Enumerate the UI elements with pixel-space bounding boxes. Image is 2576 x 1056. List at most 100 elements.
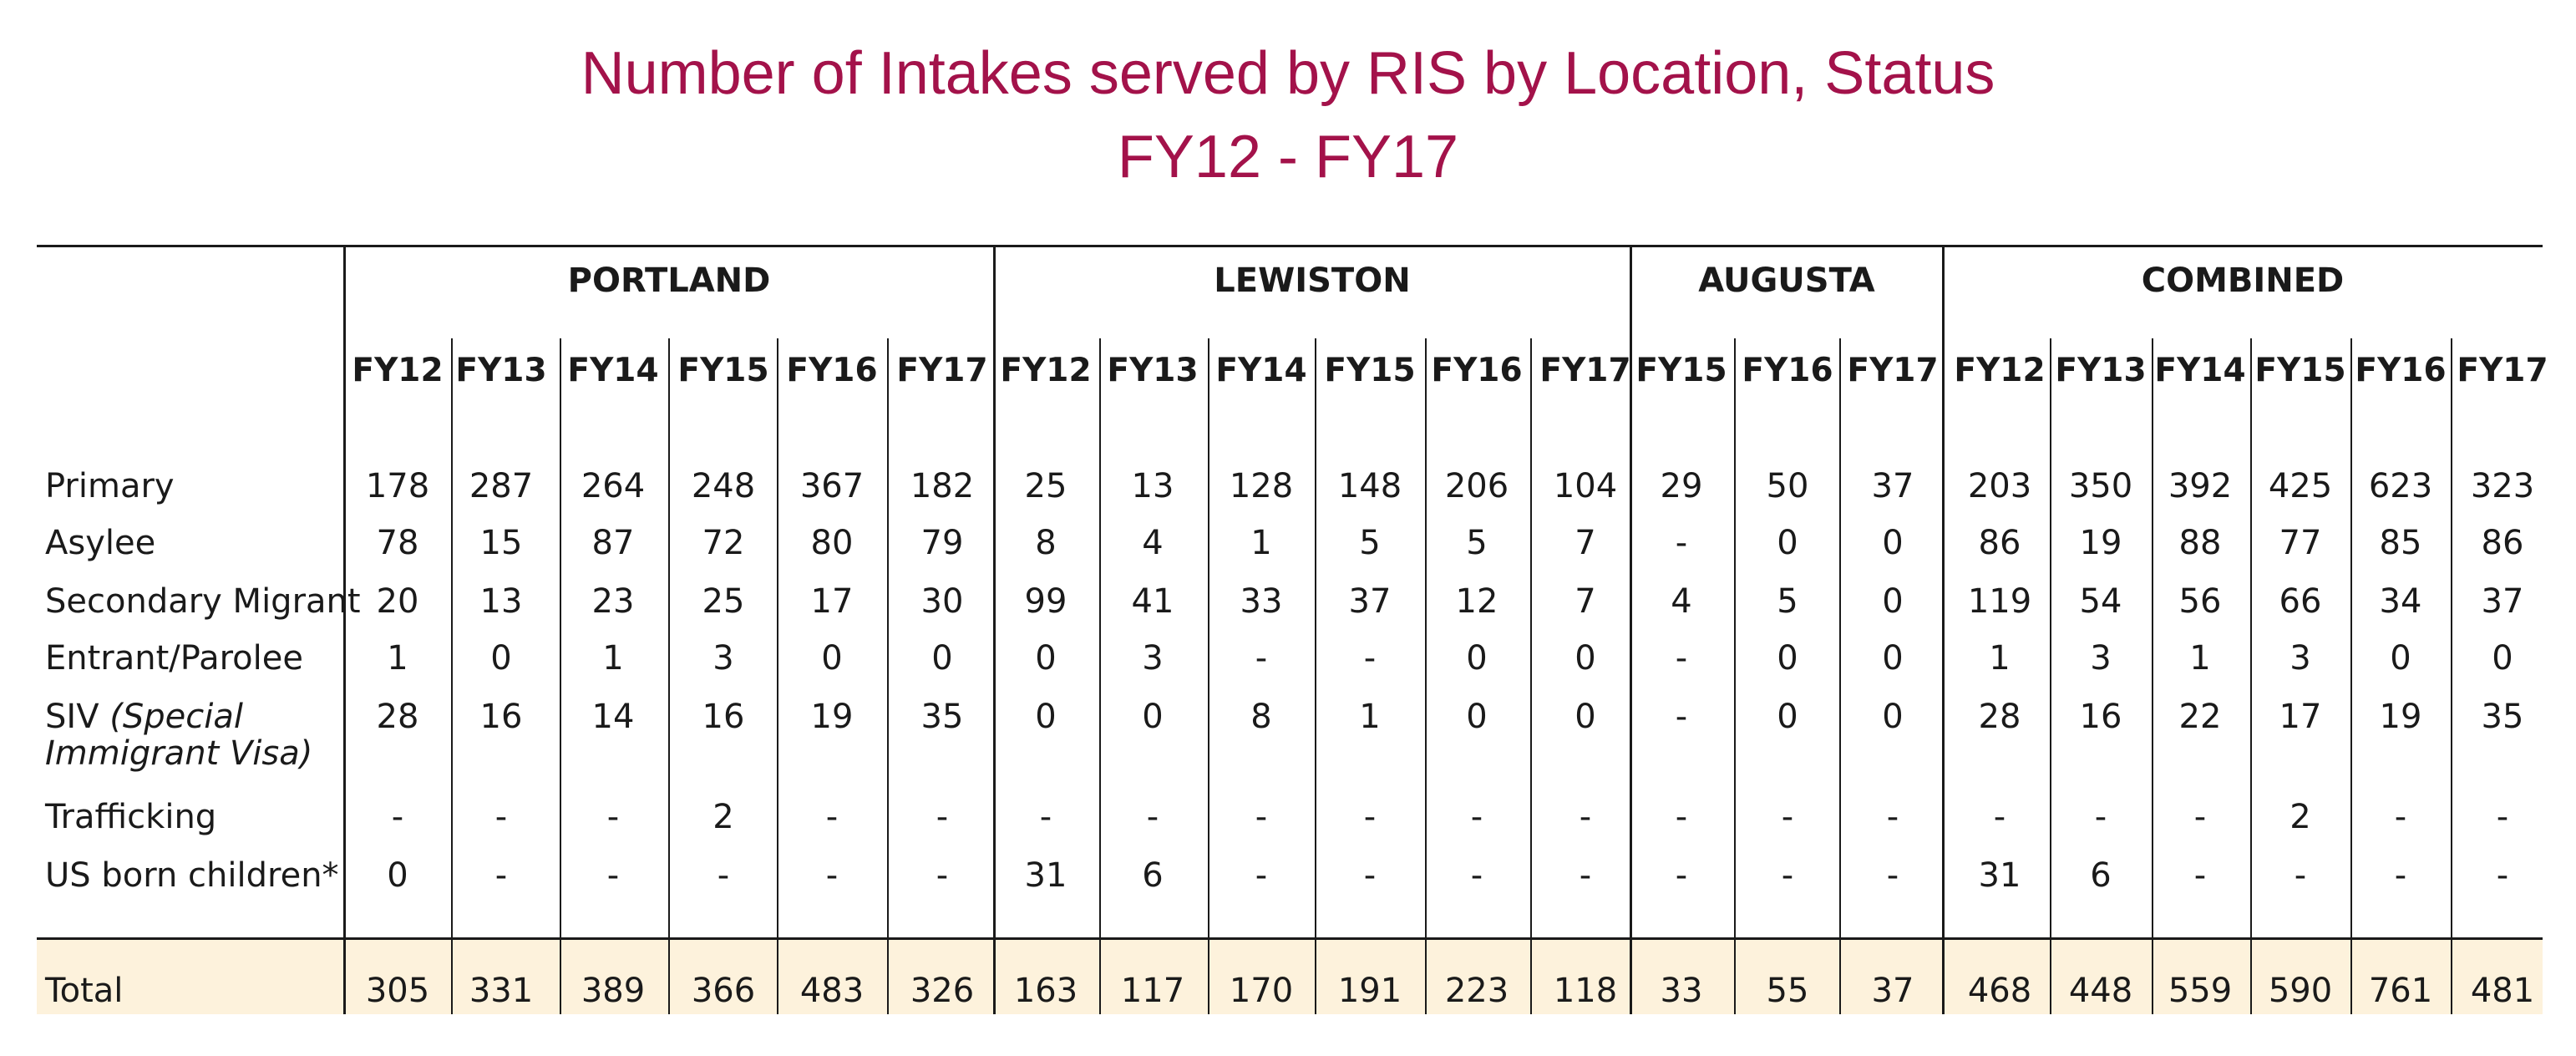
table-cell: - xyxy=(1579,798,1592,836)
year-header: FY12 xyxy=(352,352,444,389)
table-cell: 0 xyxy=(1575,639,1596,678)
column-divider xyxy=(1530,338,1532,1014)
table-cell: 29 xyxy=(1660,467,1703,505)
table-cell: 34 xyxy=(2379,582,2422,621)
table-cell: 425 xyxy=(2268,467,2333,505)
table-cell: - xyxy=(494,798,508,836)
table-cell: - xyxy=(2394,856,2407,895)
table-cell: 119 xyxy=(1967,582,2032,621)
table-cell: 33 xyxy=(1240,582,1283,621)
table-cell: - xyxy=(1146,798,1159,836)
column-divider xyxy=(451,338,453,1014)
table-cell: 31 xyxy=(1024,856,1067,895)
year-header: FY15 xyxy=(2254,352,2346,389)
table-cell: 3 xyxy=(712,639,734,678)
year-header: FY13 xyxy=(455,352,547,389)
column-divider xyxy=(2250,338,2252,1014)
table-cell: - xyxy=(717,856,730,895)
year-header: FY17 xyxy=(2457,352,2548,389)
table-cell: 20 xyxy=(376,582,419,621)
table-cell: 0 xyxy=(821,639,843,678)
table-cell: - xyxy=(936,798,949,836)
table-cell: 0 xyxy=(1882,524,1904,562)
table-cell: - xyxy=(494,856,508,895)
row-label-note: (Special xyxy=(99,698,244,736)
table-cell: 72 xyxy=(702,524,745,562)
table-cell: 128 xyxy=(1229,467,1294,505)
total-cell: 223 xyxy=(1444,972,1509,1010)
year-header: FY16 xyxy=(2355,352,2447,389)
column-divider xyxy=(2451,338,2452,1014)
table-cell: 66 xyxy=(2279,582,2322,621)
table-cell: 0 xyxy=(1882,698,1904,736)
total-cell: 483 xyxy=(799,972,865,1010)
column-divider xyxy=(1425,338,1427,1014)
page-subtitle: FY12 - FY17 xyxy=(1117,124,1459,190)
table-cell: 367 xyxy=(799,467,865,505)
table-cell: 86 xyxy=(2481,524,2524,562)
table-cell: - xyxy=(825,856,839,895)
year-header: FY16 xyxy=(1742,352,1833,389)
table-cell: 13 xyxy=(1131,467,1174,505)
table-cell: 19 xyxy=(2379,698,2422,736)
total-cell: 590 xyxy=(2268,972,2333,1010)
table-cell: - xyxy=(2294,856,2307,895)
table-cell: 0 xyxy=(1466,639,1488,678)
table-cell: 350 xyxy=(2068,467,2133,505)
total-cell: 389 xyxy=(581,972,646,1010)
table-cell: 264 xyxy=(581,467,646,505)
year-header: FY15 xyxy=(1635,352,1727,389)
year-header: FY17 xyxy=(896,352,988,389)
table-cell: - xyxy=(2193,798,2207,836)
table-cell: 287 xyxy=(469,467,534,505)
table-top-rule xyxy=(37,245,2543,247)
table-cell: 0 xyxy=(490,639,512,678)
table-cell: 19 xyxy=(810,698,854,736)
total-cell: 468 xyxy=(1967,972,2032,1010)
table-cell: 0 xyxy=(1882,639,1904,678)
table-cell: 0 xyxy=(2390,639,2411,678)
total-cell: 448 xyxy=(2068,972,2133,1010)
table-cell: - xyxy=(1470,856,1483,895)
total-cell: 191 xyxy=(1337,972,1402,1010)
table-cell: - xyxy=(1363,798,1377,836)
total-cell: 170 xyxy=(1229,972,1294,1010)
table-cell: 37 xyxy=(2481,582,2524,621)
table-cell: 80 xyxy=(810,524,854,562)
total-row-band xyxy=(37,939,2543,1014)
table-cell: - xyxy=(1781,856,1794,895)
row-label: Asylee xyxy=(45,526,155,560)
row-label: US born children* xyxy=(45,859,339,892)
table-cell: 1 xyxy=(602,639,624,678)
table-cell: 35 xyxy=(2481,698,2524,736)
group-divider xyxy=(1630,245,1632,1014)
row-label-text: Secondary Migrant xyxy=(45,582,361,621)
total-cell: 305 xyxy=(365,972,430,1010)
total-separator-rule xyxy=(37,937,2543,940)
total-cell: 33 xyxy=(1660,972,1703,1010)
total-cell: 366 xyxy=(691,972,756,1010)
table-cell: 623 xyxy=(2368,467,2433,505)
total-cell: 331 xyxy=(469,972,534,1010)
table-cell: - xyxy=(2094,798,2107,836)
table-cell: 8 xyxy=(1035,524,1057,562)
table-cell: 6 xyxy=(1142,856,1164,895)
table-cell: 1 xyxy=(1250,524,1272,562)
table-cell: - xyxy=(1255,639,1268,678)
row-label-note-continued: Immigrant Visa) xyxy=(45,734,313,773)
table-cell: - xyxy=(1363,856,1377,895)
total-cell: 55 xyxy=(1766,972,1809,1010)
table-cell: 1 xyxy=(387,639,408,678)
table-cell: 77 xyxy=(2279,524,2322,562)
table-cell: - xyxy=(2496,798,2509,836)
year-header: FY17 xyxy=(1539,352,1631,389)
table-cell: - xyxy=(1886,856,1899,895)
column-divider xyxy=(1315,338,1316,1014)
table-cell: - xyxy=(2193,856,2207,895)
table-cell: - xyxy=(2394,798,2407,836)
year-header: FY13 xyxy=(2055,352,2147,389)
table-cell: 88 xyxy=(2178,524,2222,562)
year-header: FY15 xyxy=(677,352,769,389)
table-cell: 392 xyxy=(2168,467,2233,505)
table-cell: 1 xyxy=(1989,639,2011,678)
